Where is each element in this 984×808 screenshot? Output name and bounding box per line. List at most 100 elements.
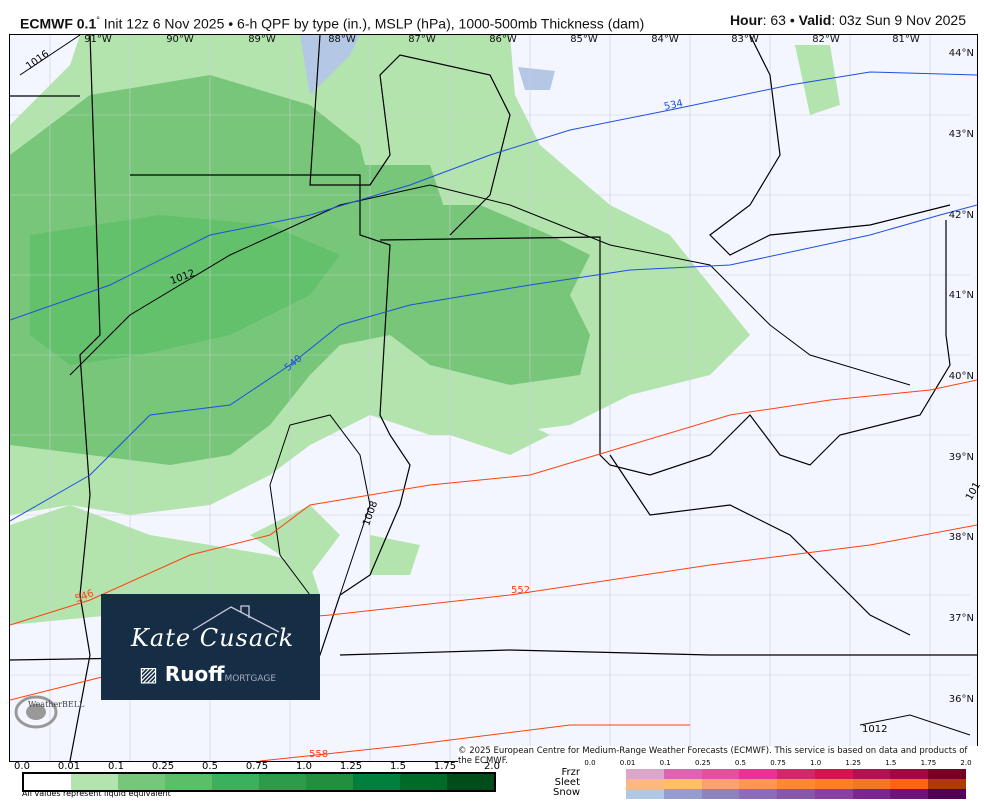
lon-label: 90°W: [166, 34, 194, 45]
legend-swatch: [701, 789, 740, 799]
sponsor-logo: Kate Cusack ▨ RuoffMORTGAGE: [101, 594, 320, 700]
legend-swatch: [626, 769, 664, 779]
legend-swatch: [626, 779, 664, 789]
lat-label: 39°N: [948, 452, 974, 463]
ptype-tick: 1.75: [920, 759, 937, 767]
lon-label: 82°W: [812, 34, 840, 45]
ptype-row: [626, 789, 967, 799]
legend-swatch: [928, 769, 967, 779]
qpf-color-bar: [22, 772, 496, 792]
legend-swatch: [890, 769, 929, 779]
legend-swatch: [701, 779, 740, 789]
legend-tick: 0.1: [108, 761, 124, 772]
legend-swatch: [663, 779, 702, 789]
ptype-tick: 1.25: [845, 759, 861, 767]
copyright: © 2025 European Centre for Medium-Range …: [458, 746, 984, 766]
legend-swatch: [814, 769, 853, 779]
legend-swatch: [259, 774, 306, 790]
map-title: ECMWF 0.1° Init 12z 6 Nov 2025 • 6-h QPF…: [20, 15, 645, 32]
ptype-color-grid: [626, 769, 967, 799]
lat-label: 44°N: [948, 48, 974, 59]
thickness-label: 558: [309, 749, 329, 760]
thickness-534-540: [10, 71, 977, 522]
swirl-logo-icon: [14, 695, 58, 729]
ptype-tick: 0.25: [695, 759, 711, 767]
legend-swatch: [890, 779, 929, 789]
ptype-row: [626, 769, 967, 779]
legend-swatch: [890, 789, 929, 799]
ptype-tick: 0.01: [619, 759, 636, 767]
ptype-label: Frzr: [561, 767, 581, 778]
county-lines: [10, 35, 970, 761]
lon-label: 85°W: [570, 34, 598, 45]
legend-swatch: [739, 769, 778, 779]
ptype-tick: 2.0: [960, 759, 972, 767]
ptype-tick: 0.1: [659, 759, 671, 767]
legend-swatch: [852, 789, 891, 799]
legend-swatch: [814, 789, 853, 799]
legend-swatch: [626, 789, 664, 799]
legend-swatch: [306, 774, 353, 790]
legend-tick: 1.0: [296, 761, 312, 772]
legend-swatch: [353, 774, 400, 790]
legend-note: All values represent liquid equivalent: [22, 789, 171, 798]
legend-swatch: [852, 779, 891, 789]
legend-tick: 0.5: [202, 761, 218, 772]
lat-label: 43°N: [948, 129, 974, 140]
lon-label: 81°W: [892, 34, 920, 45]
legend-tick: 0.01: [57, 761, 81, 772]
legend-swatch: [701, 769, 740, 779]
legend-swatch: [777, 779, 815, 789]
legend-swatch: [739, 779, 778, 789]
sponsor-name: Kate Cusack: [131, 624, 295, 652]
ptype-row: [626, 779, 967, 789]
lat-label: 42°N: [948, 210, 974, 221]
legend-tick: 1.25: [339, 761, 363, 772]
mslp-contours: [19, 35, 971, 736]
ptype-label: Snow: [553, 787, 580, 798]
legend-swatch: [24, 774, 71, 790]
lon-label: 86°W: [489, 34, 517, 45]
lon-label: 91°W: [84, 34, 112, 45]
legend-tick: 1.5: [390, 761, 406, 772]
sponsor-brand: ▨ RuoffMORTGAGE: [139, 662, 277, 686]
ptype-tick: 0.0: [584, 759, 596, 767]
weatherbell-watermark: WeatherBELL: [14, 695, 84, 729]
lat-label: 41°N: [948, 290, 974, 301]
ptype-tick: 0.5: [734, 759, 746, 767]
legend-swatch: [400, 774, 447, 790]
lon-label: 83°W: [731, 34, 759, 45]
legend-swatch: [212, 774, 259, 790]
lat-label: 37°N: [948, 613, 974, 624]
mslp-label: 1012: [862, 724, 888, 735]
qpf-heavy: [30, 215, 340, 365]
lat-label: 40°N: [948, 371, 974, 382]
legend-swatch: [447, 774, 494, 790]
lat-label: 36°N: [948, 694, 974, 705]
legend-swatch: [663, 769, 702, 779]
legend-swatch: [814, 779, 853, 789]
ptype-tick: 1.0: [810, 759, 822, 767]
legend-swatch: [928, 789, 967, 799]
legend-swatch: [663, 789, 702, 799]
legend-tick: 0.0: [14, 761, 30, 772]
lon-label: 89°W: [248, 34, 276, 45]
ptype-label: Sleet: [554, 777, 580, 788]
legend-swatch: [118, 774, 165, 790]
ptype-tick: 1.5: [885, 759, 897, 767]
ptype-tick: 0.75: [770, 759, 786, 767]
lon-label: 88°W: [328, 34, 356, 45]
legend-swatch: [777, 789, 815, 799]
lon-label: 87°W: [408, 34, 436, 45]
state-borders: [10, 35, 977, 761]
legend-tick: 0.75: [245, 761, 269, 772]
lon-label: 84°W: [651, 34, 679, 45]
legend-tick: 0.25: [151, 761, 175, 772]
legend-swatch: [165, 774, 212, 790]
legend-swatch: [928, 779, 967, 789]
legend-swatch: [71, 774, 118, 790]
legend-tick: 1.75: [433, 761, 457, 772]
house-roof-icon: [192, 605, 280, 633]
legend-swatch: [852, 769, 891, 779]
lat-label: 38°N: [948, 532, 974, 543]
